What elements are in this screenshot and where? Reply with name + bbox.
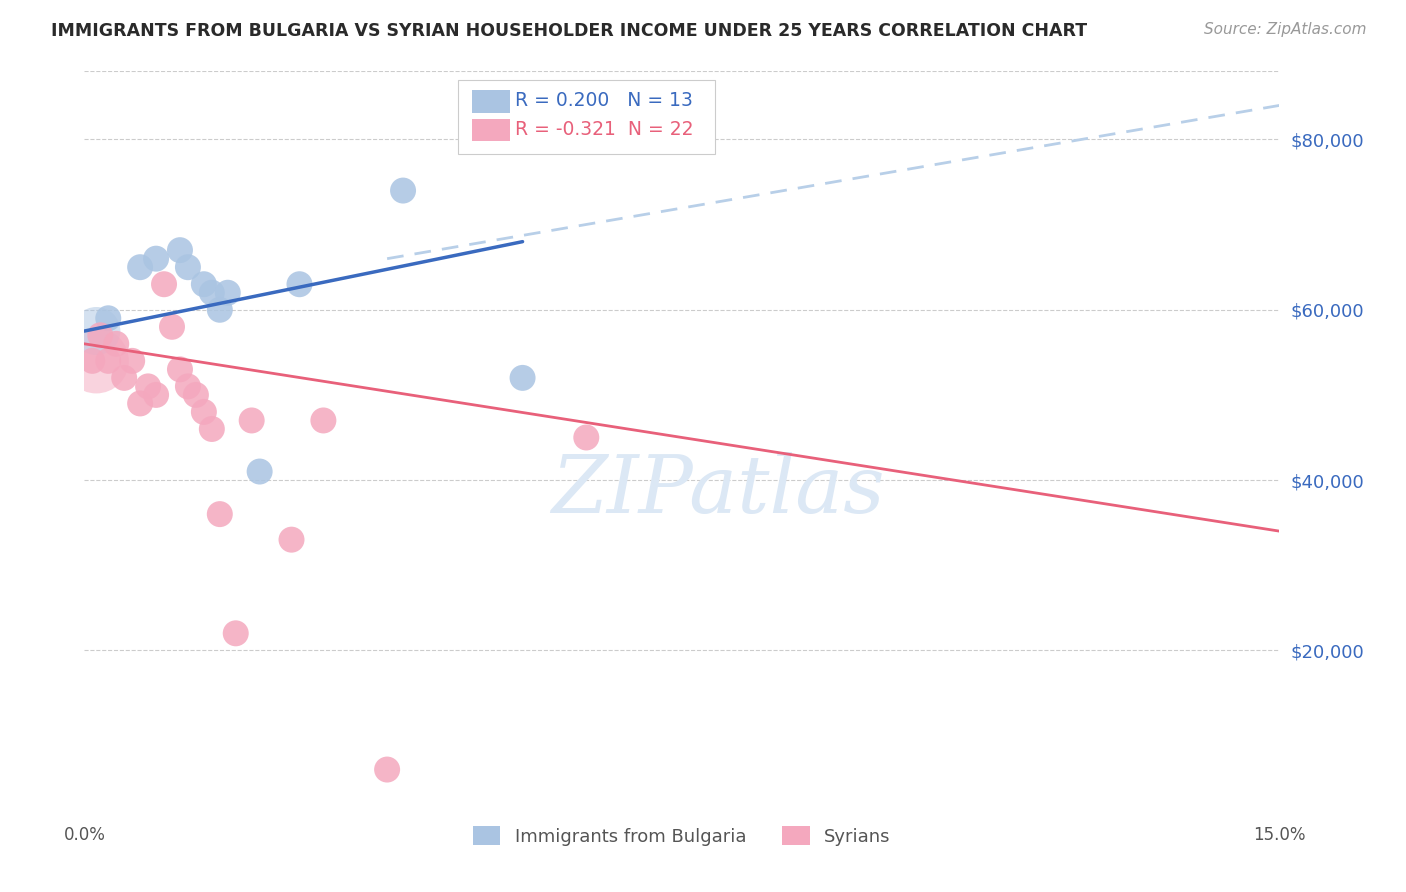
Point [160, 319, 183, 334]
Point [169, 243, 191, 257]
Point [97, 354, 120, 368]
Text: ZIPatlas: ZIPatlas [551, 452, 884, 530]
Point [177, 379, 200, 393]
Point [177, 260, 200, 275]
Point [312, 413, 335, 427]
Text: Source: ZipAtlas.com: Source: ZipAtlas.com [1204, 22, 1367, 37]
FancyBboxPatch shape [471, 119, 510, 141]
Point [208, 507, 231, 521]
Point [89, 328, 111, 343]
FancyBboxPatch shape [458, 80, 716, 153]
Point [512, 371, 534, 385]
Point [240, 413, 263, 427]
Point [249, 465, 271, 479]
Point [153, 277, 176, 292]
Point [288, 277, 311, 292]
Point [145, 388, 167, 402]
Point [208, 302, 231, 317]
Point [193, 405, 215, 419]
Point [86, 354, 108, 368]
Text: IMMIGRANTS FROM BULGARIA VS SYRIAN HOUSEHOLDER INCOME UNDER 25 YEARS CORRELATION: IMMIGRANTS FROM BULGARIA VS SYRIAN HOUSE… [51, 22, 1087, 40]
Point [375, 763, 398, 777]
Point [121, 354, 143, 368]
Legend: Immigrants from Bulgaria, Syrians: Immigrants from Bulgaria, Syrians [467, 819, 897, 853]
Point [217, 285, 239, 300]
Point [145, 252, 167, 266]
Point [280, 533, 302, 547]
Point [82, 354, 104, 368]
Text: R = -0.321  N = 22: R = -0.321 N = 22 [515, 120, 693, 138]
Point [201, 285, 224, 300]
Point [86, 324, 108, 338]
Point [136, 379, 159, 393]
Point [201, 422, 224, 436]
Point [129, 396, 152, 410]
Point [575, 430, 598, 444]
Point [112, 371, 135, 385]
Point [184, 388, 207, 402]
Point [105, 336, 128, 351]
Point [97, 311, 120, 326]
Point [225, 626, 247, 640]
Point [392, 184, 415, 198]
Point [169, 362, 191, 376]
FancyBboxPatch shape [471, 90, 510, 112]
Point [129, 260, 152, 275]
Point [193, 277, 215, 292]
Text: R = 0.200   N = 13: R = 0.200 N = 13 [515, 91, 693, 110]
